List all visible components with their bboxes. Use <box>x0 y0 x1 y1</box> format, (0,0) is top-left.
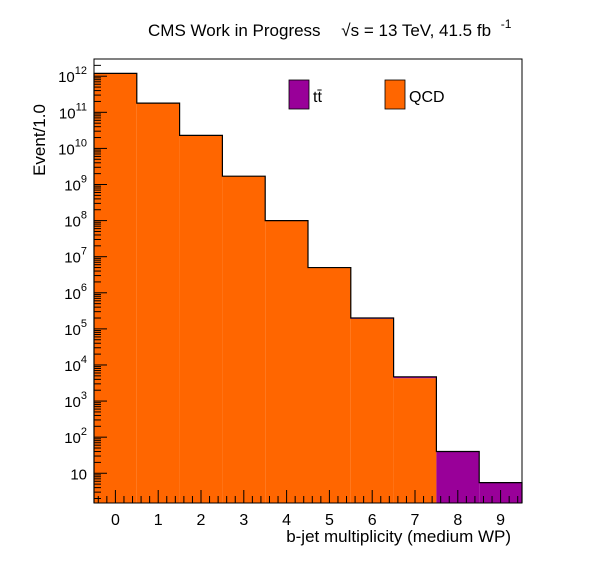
bar-qcd-5 <box>308 267 351 503</box>
title-energy: = 13 TeV, 41.5 fb <box>364 21 491 40</box>
x-tick-label: 1 <box>154 512 163 529</box>
title-sqrt: √s <box>341 21 359 40</box>
y-tick-label: 103 <box>64 390 87 411</box>
bar-tt-7 <box>393 376 437 379</box>
y-tick-label: 107 <box>64 246 87 267</box>
x-tick-label: 9 <box>496 512 505 529</box>
y-tick-label: 108 <box>64 210 87 231</box>
bar-qcd-4 <box>265 220 308 504</box>
y-tick-label: 106 <box>64 282 87 303</box>
bar-qcd-2 <box>179 135 223 503</box>
y-axis: 10 102 103 104 105 106 107 108 109 1010 1011 1012 <box>58 58 107 499</box>
legend: tt̄ QCD <box>288 79 445 110</box>
y-tick-label: 105 <box>64 318 87 339</box>
stack-total-step <box>93 72 523 503</box>
legend-swatch <box>384 79 406 110</box>
bar-qcd-3 <box>222 176 266 503</box>
bars-group <box>94 73 522 504</box>
bar-qcd-7 <box>393 378 437 503</box>
plot-frame <box>93 58 523 504</box>
legend-label: QCD <box>409 89 445 106</box>
x-tick-label: 6 <box>368 512 377 529</box>
x-axis: 0 1 2 3 4 5 6 7 8 9 <box>97 490 519 529</box>
x-tick-label: 7 <box>411 512 420 529</box>
chart-title: CMS Work in Progress √s = 13 TeV, 41.5 f… <box>148 17 512 40</box>
legend-label: tt̄ <box>313 89 322 106</box>
title-main: CMS Work in Progress <box>148 21 321 40</box>
x-tick-label: 5 <box>325 512 334 529</box>
y-axis-label: Event/1.0 <box>30 104 49 176</box>
legend-swatch <box>288 79 310 110</box>
y-tick-label: 104 <box>64 354 87 375</box>
x-tick-label: 0 <box>111 512 120 529</box>
x-tick-label: 4 <box>282 512 291 529</box>
bar-qcd-1 <box>136 103 180 504</box>
y-tick-label: 1010 <box>58 137 87 158</box>
y-tick-label: 10 <box>70 466 87 483</box>
y-tick-label: 102 <box>64 426 87 447</box>
bar-qcd-0 <box>94 73 137 503</box>
bar-qcd-6 <box>350 318 394 503</box>
histogram-outline <box>93 72 523 503</box>
x-tick-label: 3 <box>239 512 248 529</box>
title-superscript: -1 <box>501 17 512 31</box>
x-axis-label: b-jet multiplicity (medium WP) <box>286 527 511 546</box>
x-tick-label: 2 <box>197 512 206 529</box>
x-tick-label: 8 <box>453 512 462 529</box>
y-tick-label: 109 <box>64 174 87 195</box>
y-tick-label: 1012 <box>58 65 87 86</box>
y-tick-label: 1011 <box>59 101 87 122</box>
